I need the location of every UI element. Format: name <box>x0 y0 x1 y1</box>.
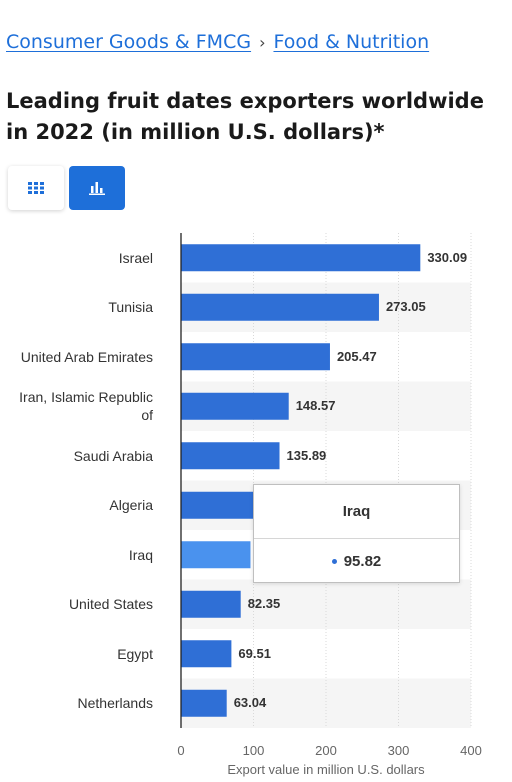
category-label: Netherlands <box>77 695 154 712</box>
breadcrumb: Consumer Goods & FMCG › Food & Nutrition <box>6 29 429 55</box>
category-label: Iraq <box>128 546 153 563</box>
value-label: 330.09 <box>427 249 468 265</box>
page-title: Leading fruit dates exporters worldwide … <box>6 89 484 144</box>
value-label: 273.05 <box>385 299 426 315</box>
x-tick-label: 300 <box>387 743 410 758</box>
breadcrumb-link-food-nutrition[interactable]: Food & Nutrition <box>273 31 430 53</box>
value-label: 69.51 <box>238 645 271 661</box>
category-label: United States <box>68 596 153 613</box>
bar <box>181 244 421 272</box>
bar <box>181 640 232 668</box>
category-label: Saudi Arabia <box>73 447 153 464</box>
x-tick-label: 400 <box>460 743 482 758</box>
value-label: 135.89 <box>286 447 327 463</box>
bar <box>181 541 251 569</box>
bar <box>181 343 330 371</box>
tooltip-body: 95.82 <box>254 539 459 584</box>
category-label: United Arab Emirates <box>20 348 153 365</box>
tooltip-value: 95.82 <box>343 553 382 570</box>
bar <box>181 293 379 321</box>
bar <box>181 590 241 618</box>
tooltip-title: Iraq <box>254 485 459 539</box>
category-label: Israel <box>118 249 153 266</box>
category-label: Iran, Islamic Republic of <box>19 389 153 424</box>
view-toggle <box>8 166 125 210</box>
bar-chart-icon <box>89 182 105 195</box>
tooltip-series-dot <box>331 559 337 564</box>
category-label: Egypt <box>117 645 153 662</box>
chart-view-button[interactable] <box>69 166 125 210</box>
breadcrumb-separator: › <box>259 32 266 52</box>
bar <box>181 689 227 717</box>
value-label: 205.47 <box>336 348 377 364</box>
table-view-button[interactable] <box>8 166 64 210</box>
category-label: Algeria <box>109 497 153 514</box>
bar-chart <box>180 233 472 728</box>
category-label: Tunisia <box>108 299 153 316</box>
chart-tooltip: Iraq 95.82 <box>253 484 460 583</box>
bar <box>181 392 289 420</box>
value-label: 148.57 <box>295 398 336 414</box>
table-grid-icon <box>28 182 44 194</box>
x-axis-title: Export value in million U.S. dollars <box>227 762 425 777</box>
breadcrumb-link-consumer-goods[interactable]: Consumer Goods & FMCG <box>6 31 252 53</box>
value-label: 82.35 <box>247 596 281 612</box>
x-tick-label: 0 <box>177 743 185 758</box>
x-tick-label: 200 <box>315 743 337 758</box>
value-label: 63.04 <box>233 695 267 711</box>
bar <box>181 442 280 470</box>
x-tick-label: 100 <box>242 743 265 758</box>
chart-area: Export value in million U.S. dollars Isr… <box>0 225 512 782</box>
